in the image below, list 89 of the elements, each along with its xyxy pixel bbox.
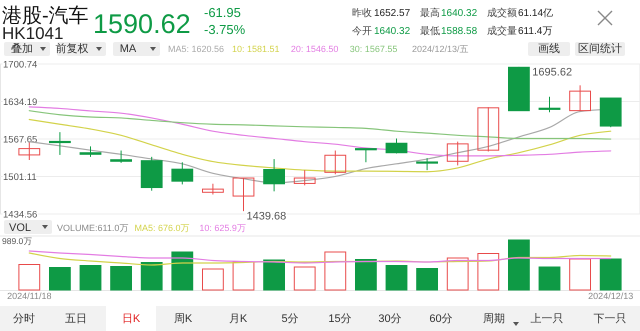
text: 60分 (429, 313, 453, 325)
bar (263, 260, 286, 290)
bar (569, 258, 592, 290)
bar (18, 264, 40, 290)
bar (477, 253, 500, 290)
candlestick (80, 146, 102, 158)
candlestick (477, 106, 500, 152)
text: 叠加 (11, 42, 33, 55)
bar (80, 265, 102, 290)
text: 月K (228, 313, 248, 325)
text: MA5: 676.0万 (134, 223, 190, 233)
text: 前复权 (56, 43, 88, 55)
candlestick (354, 148, 377, 163)
bar (202, 268, 224, 290)
candlestick (18, 142, 40, 160)
bar (600, 258, 622, 290)
text: 分时 (13, 312, 35, 325)
text: 五日 (65, 313, 87, 325)
bar (294, 266, 316, 290)
text: 1588.58 (441, 26, 478, 37)
bar (508, 240, 530, 290)
bar (140, 262, 163, 290)
text: VOLUME:611.0万 (57, 223, 128, 233)
text: 1640.32 (441, 8, 478, 19)
text: 30: 1567.55 (350, 44, 398, 54)
text: 2024/12/13/五 (412, 44, 469, 54)
candlestick (386, 138, 408, 154)
text: 10: 1581.51 (232, 44, 280, 54)
text: 10: 625.9万 (199, 223, 246, 233)
text: 日K (122, 313, 141, 325)
candlestick (569, 84, 592, 112)
text: MA5: 1620.56 (168, 44, 224, 54)
text: 画线 (538, 42, 560, 55)
x-tick-label: 2024/11/18 (7, 291, 52, 301)
y-tick-label: 1434.56 (3, 209, 38, 220)
text: 最高 (420, 7, 440, 19)
candlestick (48, 132, 71, 156)
candlestick (110, 150, 132, 164)
text: 下一只 (594, 313, 626, 325)
candlestick (294, 170, 316, 186)
candlestick (202, 183, 224, 195)
text: -61.95 (204, 5, 241, 20)
bar (324, 252, 346, 290)
text: 成交额 (487, 7, 517, 19)
text: 今开 (352, 25, 372, 37)
text: 5分 (281, 313, 299, 325)
text: 611.4万 (518, 26, 552, 37)
bar (386, 265, 408, 290)
annotation: 1695.62 (532, 66, 572, 79)
text: 1640.32 (374, 26, 411, 37)
text: 20: 1546.50 (290, 44, 338, 54)
candlestick (171, 162, 194, 185)
candlestick (446, 141, 469, 166)
text: 上一只 (530, 312, 564, 325)
chart-subtitle: HK1041 (2, 24, 64, 43)
text: -3.75% (204, 22, 246, 37)
candlestick (538, 96, 560, 113)
annotation: 1439.68 (246, 210, 286, 222)
bar (446, 258, 469, 290)
bar (171, 252, 194, 290)
chart-title: 港股-汽车 (2, 5, 89, 27)
candlestick (416, 158, 438, 171)
y-tick-label: 1700.74 (3, 59, 38, 70)
x-tick-label: 2024/12/13 (588, 291, 634, 301)
text: 昨收 (352, 7, 372, 19)
y-tick-label: 1567.65 (3, 134, 38, 146)
candlestick (232, 178, 254, 212)
bar (416, 268, 438, 290)
text: 15分 (328, 313, 352, 325)
text: 区间统计 (578, 42, 622, 55)
candlestick (324, 150, 346, 175)
text: 1590.62 (93, 9, 191, 39)
text: MA (120, 43, 137, 55)
text: 周K (174, 313, 193, 325)
text: 61.14亿 (518, 8, 554, 19)
annotation: 989.0万 (2, 236, 32, 246)
y-tick-label: 1634.19 (3, 96, 38, 108)
bar (538, 266, 560, 290)
text: 1652.57 (374, 8, 411, 19)
text: 成交量 (487, 25, 517, 37)
bar (110, 266, 132, 290)
text: VOL (8, 222, 32, 234)
text: 最低 (420, 26, 440, 37)
text: 30分 (378, 313, 402, 325)
text: 周期 (483, 313, 505, 325)
candlestick (263, 158, 286, 192)
bar (354, 259, 377, 290)
bar (48, 267, 71, 290)
y-tick-label: 1501.11 (3, 172, 37, 183)
